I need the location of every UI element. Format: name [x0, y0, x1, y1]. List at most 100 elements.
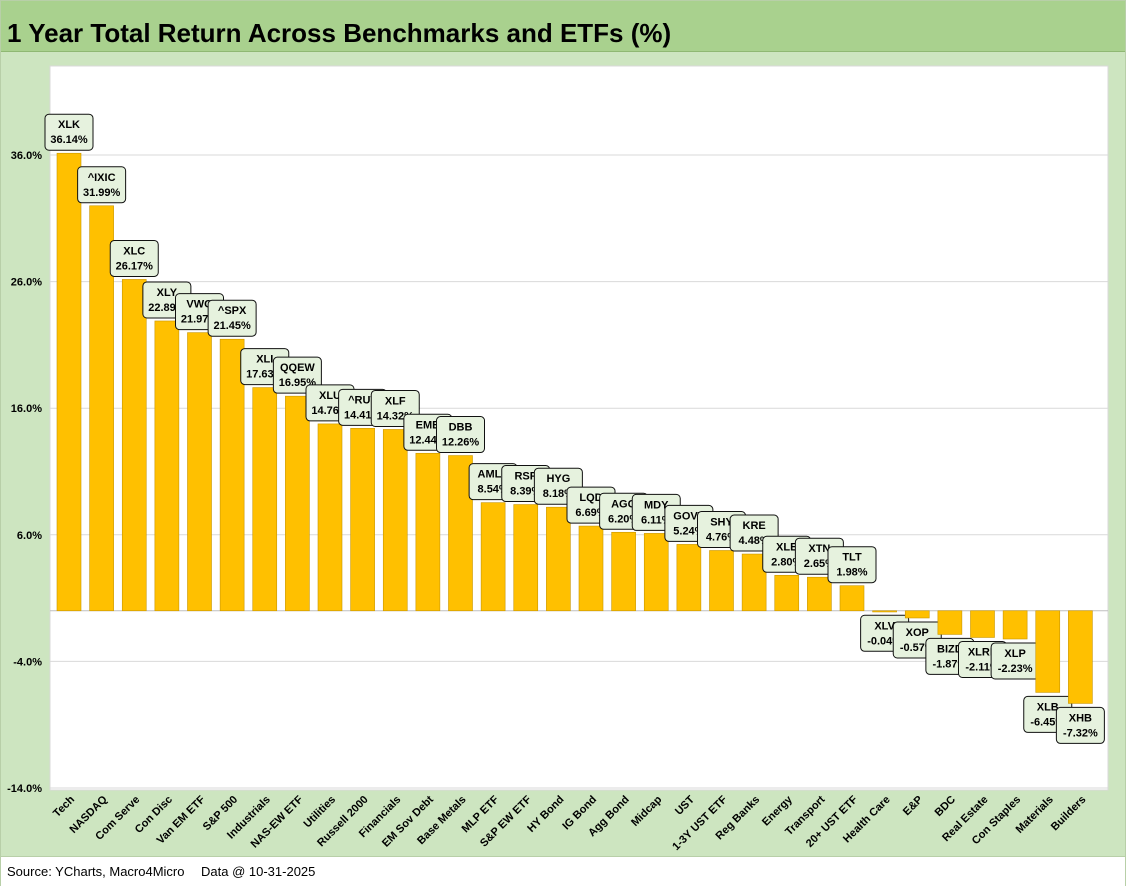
bar-bizd: [937, 610, 963, 635]
data-label-ticker: LQD: [579, 492, 602, 504]
y-tick-label: -14.0%: [7, 783, 42, 795]
data-label-ticker: XLB: [1037, 701, 1059, 713]
y-tick-label: 16.0%: [11, 403, 42, 415]
data-label-ticker: TLT: [842, 552, 862, 564]
data-label-ticker: XOP: [906, 627, 929, 639]
data-label-ticker: SHY: [710, 516, 733, 528]
footer: Source: YCharts, Macro4Micro Data @ 10-3…: [1, 856, 1125, 886]
bar-xop: [904, 610, 930, 619]
data-label-ticker: XLV: [874, 620, 895, 632]
data-label: XLK 36.14%: [44, 113, 94, 151]
data-label-ticker: XHB: [1069, 712, 1092, 724]
data-label-ticker: ^RUT: [348, 394, 377, 406]
data-label: ^SPX 21.45%: [207, 299, 257, 337]
data-label-ticker: MDY: [644, 499, 669, 511]
data-label-value: 4.76%: [706, 531, 737, 543]
data-label-value: 26.17%: [116, 260, 154, 272]
data-label: ^IXIC 31.99%: [77, 166, 127, 204]
data-label-ticker: GOVT: [673, 510, 704, 522]
source-note: Source: YCharts, Macro4Micro: [7, 864, 185, 879]
data-label-ticker: XLI: [256, 354, 273, 366]
data-label: XHB -7.32%: [1055, 706, 1105, 744]
bar-vwo: [187, 332, 212, 612]
data-label-value: 21.45%: [213, 320, 251, 332]
bar-xlb: [1035, 610, 1061, 693]
bar-shy: [709, 550, 734, 612]
data-label: TLT 1.98%: [827, 546, 877, 584]
y-tick-label: 6.0%: [17, 530, 42, 542]
data-label-ticker: AMLP: [478, 469, 509, 481]
bar-mdy: [643, 533, 669, 612]
title-bar: 1 Year Total Return Across Benchmarks an…: [1, 1, 1125, 52]
data-label-value: 31.99%: [83, 187, 121, 199]
bar-xtn: [807, 576, 832, 612]
data-label-ticker: QQEW: [280, 362, 315, 374]
bar-xhb: [1068, 610, 1093, 704]
bar-rut: [350, 428, 375, 612]
x-category-label: Tech: [51, 793, 77, 819]
data-label-ticker: ^SPX: [218, 305, 247, 317]
data-label-box: [77, 166, 127, 204]
bar-xlre: [970, 610, 995, 638]
x-category-label: BDC: [933, 794, 958, 819]
data-label-value: 2.65%: [804, 558, 835, 570]
bar-xlc: [121, 279, 147, 612]
bar-rsp: [513, 504, 539, 612]
bar-xlk: [56, 152, 82, 612]
data-label-box: [1055, 706, 1105, 744]
data-label-ticker: DBB: [449, 422, 473, 434]
bar-xlu: [317, 423, 343, 612]
x-category-label: E&P: [901, 794, 925, 818]
data-label: HYG 8.18%: [533, 467, 583, 505]
data-label-value: 5.24%: [673, 525, 704, 537]
bar-xli: [252, 387, 278, 612]
data-label-value: -2.23%: [998, 663, 1033, 675]
chart-title: 1 Year Total Return Across Benchmarks an…: [7, 18, 672, 48]
y-tick-label: 36.0%: [11, 150, 42, 162]
bar-ixic: [89, 205, 114, 612]
data-label-ticker: XLRE: [968, 646, 997, 658]
data-label-ticker: XLF: [385, 395, 406, 407]
data-label-value: 1.98%: [836, 567, 867, 579]
data-label-ticker: XLY: [157, 287, 178, 299]
data-label-value: 8.54%: [478, 484, 509, 496]
data-label-ticker: XLK: [58, 119, 80, 131]
data-label-value: -7.32%: [1063, 727, 1098, 739]
data-label-box: [272, 356, 322, 394]
data-label: XLP -2.23%: [990, 642, 1040, 680]
y-tick-label: -4.0%: [13, 656, 42, 668]
data-label-value: 6.69%: [575, 507, 606, 519]
data-label-ticker: EMB: [416, 419, 441, 431]
data-label-ticker: XLE: [776, 541, 797, 553]
data-label-ticker: RSP: [514, 471, 537, 483]
bar-xle: [774, 575, 800, 612]
data-label-ticker: XTN: [808, 543, 830, 555]
data-label-ticker: BIZD: [937, 643, 963, 655]
data-label-value: 4.48%: [739, 535, 770, 547]
bar-dbb: [448, 455, 473, 612]
data-label-ticker: AGG: [611, 498, 636, 510]
y-tick-label: 26.0%: [11, 277, 42, 289]
data-label-ticker: KRE: [743, 520, 766, 532]
data-label-ticker: XLC: [123, 245, 145, 257]
data-date-note: Data @ 10-31-2025: [201, 864, 316, 879]
data-label: XLC 26.17%: [109, 239, 159, 277]
data-label-ticker: ^IXIC: [88, 172, 116, 184]
data-label-ticker: VWO: [186, 299, 213, 311]
bar-spx: [219, 338, 245, 612]
bar-govt: [676, 544, 702, 612]
data-label-value: 36.14%: [50, 134, 88, 146]
bar-xlv: [872, 610, 897, 613]
data-label-box: [207, 299, 257, 337]
data-label-value: 8.39%: [510, 486, 541, 498]
bar-xlf: [382, 429, 408, 612]
bar-agg: [611, 531, 636, 612]
bar-hyg: [546, 506, 571, 612]
x-category-label: Builders: [1049, 794, 1089, 834]
data-label-value: 6.20%: [608, 513, 639, 525]
data-label-value: 6.11%: [641, 514, 672, 526]
x-category-label: UST: [673, 793, 697, 817]
bar-xlp: [1002, 610, 1028, 640]
data-label-ticker: HYG: [546, 473, 570, 485]
